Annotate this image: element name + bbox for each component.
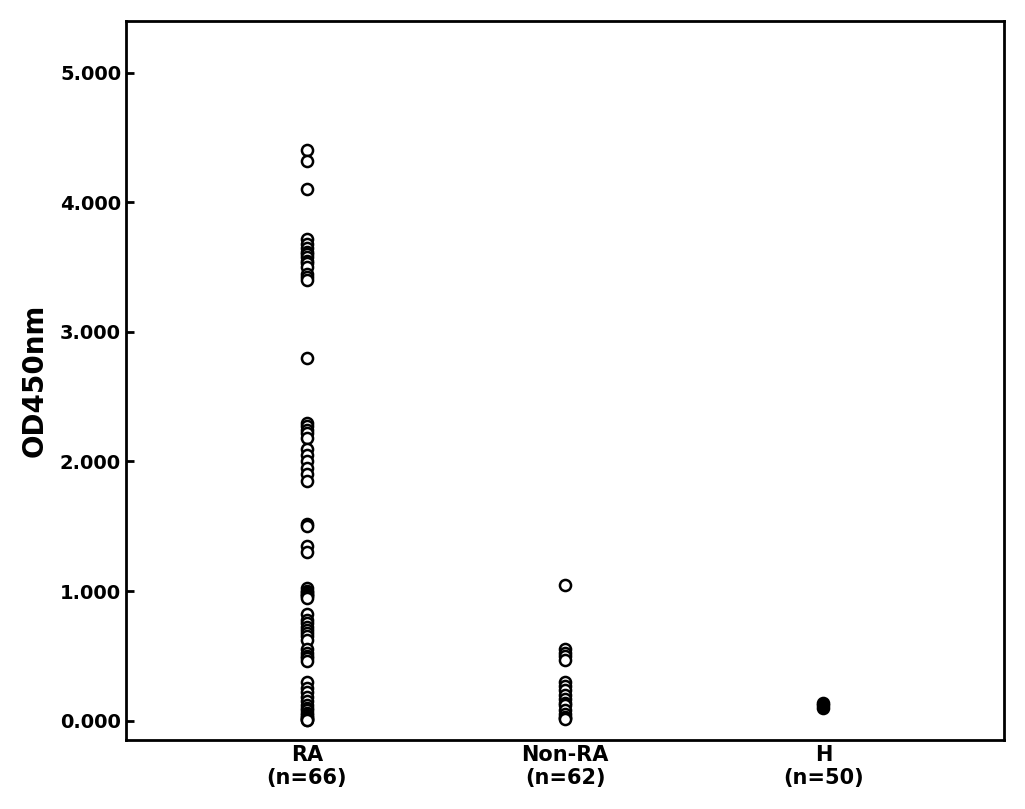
Point xyxy=(298,617,315,630)
Point xyxy=(298,582,315,595)
Point xyxy=(298,232,315,245)
Point xyxy=(298,624,315,637)
Point xyxy=(298,520,315,533)
Point xyxy=(557,680,573,693)
Point xyxy=(298,256,315,269)
Point xyxy=(298,260,315,273)
Point xyxy=(298,585,315,598)
Point xyxy=(298,712,315,725)
Point xyxy=(298,588,315,601)
Point xyxy=(298,706,315,719)
Point xyxy=(298,714,315,726)
Point xyxy=(298,241,315,254)
Point xyxy=(298,183,315,196)
Y-axis label: OD450nm: OD450nm xyxy=(20,304,49,457)
Point xyxy=(298,250,315,263)
Point xyxy=(298,442,315,455)
Point xyxy=(557,683,573,696)
Point xyxy=(298,461,315,474)
Point xyxy=(298,546,315,559)
Point xyxy=(557,647,573,660)
Point xyxy=(298,709,315,722)
Point xyxy=(298,699,315,712)
Point xyxy=(557,578,573,591)
Point xyxy=(298,613,315,626)
Point xyxy=(298,455,315,468)
Point xyxy=(298,686,315,699)
Point xyxy=(298,633,315,646)
Point xyxy=(298,691,315,704)
Point xyxy=(557,693,573,705)
Point xyxy=(557,699,573,712)
Point xyxy=(298,426,315,439)
Point xyxy=(298,237,315,250)
Point xyxy=(298,448,315,461)
Point xyxy=(298,245,315,258)
Point xyxy=(298,587,315,600)
Point xyxy=(815,701,831,714)
Point xyxy=(298,630,315,643)
Point xyxy=(298,652,315,665)
Point xyxy=(815,699,831,712)
Point xyxy=(298,695,315,708)
Point xyxy=(298,643,315,656)
Point xyxy=(298,271,315,284)
Point xyxy=(557,712,573,725)
Point xyxy=(298,586,315,599)
Point xyxy=(557,713,573,726)
Point xyxy=(557,676,573,688)
Point xyxy=(298,710,315,723)
Point xyxy=(557,650,573,663)
Point xyxy=(298,701,315,714)
Point xyxy=(298,351,315,364)
Point xyxy=(298,416,315,429)
Point xyxy=(298,590,315,603)
Point xyxy=(298,517,315,530)
Point xyxy=(298,254,315,267)
Point xyxy=(298,704,315,717)
Point xyxy=(557,708,573,721)
Point xyxy=(815,696,831,709)
Point xyxy=(298,155,315,167)
Point xyxy=(557,710,573,723)
Point xyxy=(557,643,573,656)
Point xyxy=(298,682,315,695)
Point xyxy=(298,647,315,660)
Point xyxy=(298,650,315,663)
Point xyxy=(298,540,315,553)
Point xyxy=(557,704,573,717)
Point xyxy=(557,688,573,701)
Point xyxy=(557,696,573,709)
Point xyxy=(298,626,315,639)
Point xyxy=(298,468,315,481)
Point xyxy=(298,608,315,621)
Point xyxy=(298,432,315,445)
Point xyxy=(298,591,315,604)
Point xyxy=(298,424,315,437)
Point xyxy=(298,144,315,157)
Point xyxy=(298,267,315,280)
Point xyxy=(298,714,315,726)
Point xyxy=(298,654,315,667)
Point xyxy=(298,713,315,726)
Point xyxy=(298,621,315,633)
Point xyxy=(298,273,315,286)
Point xyxy=(298,420,315,433)
Point xyxy=(298,248,315,260)
Point xyxy=(298,676,315,688)
Point xyxy=(557,654,573,667)
Point xyxy=(298,474,315,487)
